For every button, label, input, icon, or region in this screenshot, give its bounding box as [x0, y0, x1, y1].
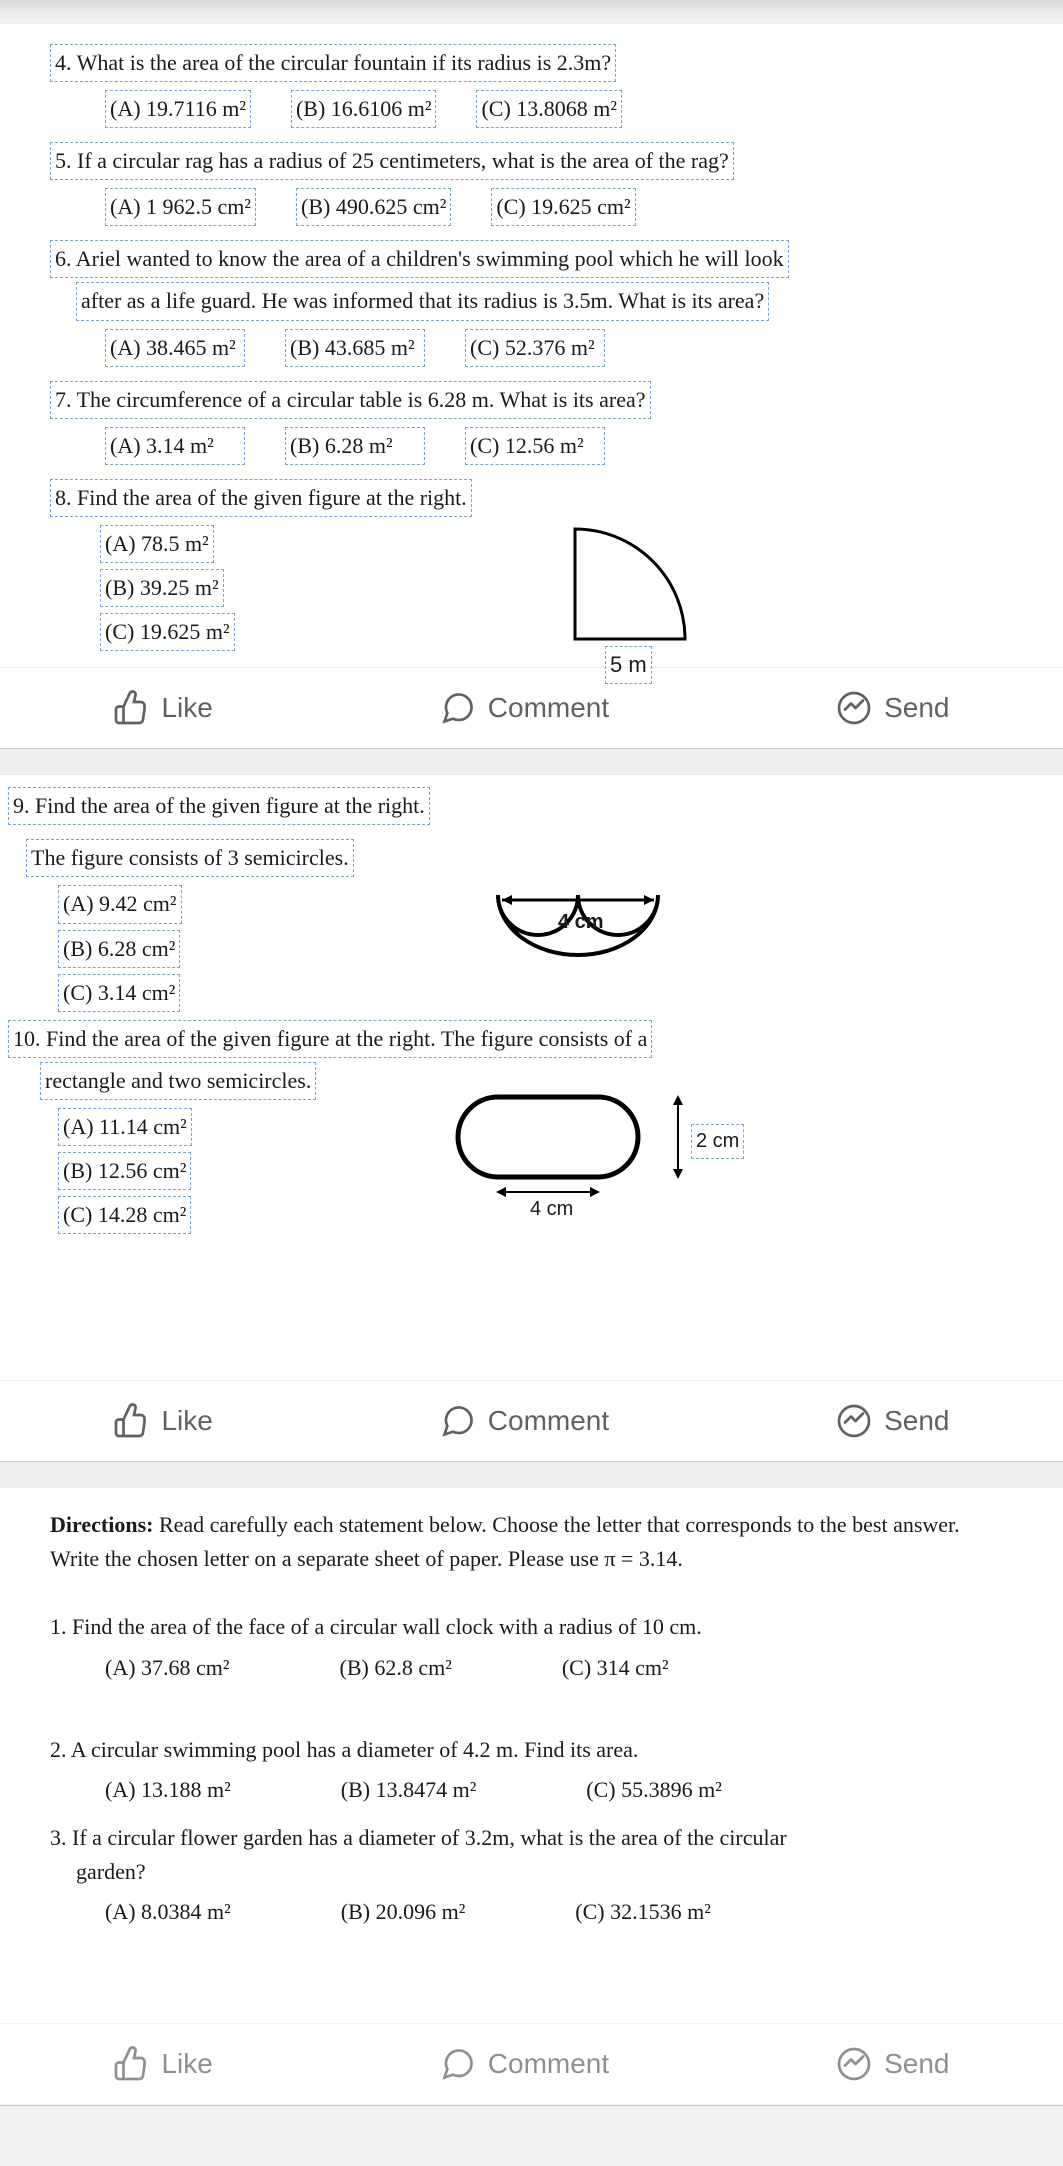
like-label: Like: [161, 2048, 212, 2080]
post-card-2: 9. Find the area of the given figure at …: [0, 775, 1063, 1462]
q10-figure-height-label: 2 cm: [691, 1124, 744, 1159]
q5-option-a[interactable]: (A) 1 962.5 cm²: [105, 188, 256, 226]
send-button[interactable]: Send: [836, 2046, 949, 2082]
question-4-text: 4. What is the area of the circular foun…: [50, 44, 616, 82]
send-icon: [836, 690, 872, 726]
like-icon: [113, 1403, 149, 1439]
like-button[interactable]: Like: [113, 690, 212, 726]
question-b1-text: 1. Find the area of the face of a circul…: [50, 1610, 1013, 1644]
like-label: Like: [161, 692, 212, 724]
q9-option-c[interactable]: (C) 3.14 cm²: [58, 974, 180, 1012]
comment-button[interactable]: Comment: [440, 1403, 609, 1439]
q6-option-c[interactable]: (C) 52.376 m²: [465, 329, 605, 367]
comment-icon: [440, 690, 476, 726]
qb1-option-b[interactable]: (B) 62.8 cm²: [340, 1651, 452, 1685]
question-b3-line2: garden?: [76, 1855, 1013, 1889]
q4-option-c[interactable]: (C) 13.8068 m²: [476, 90, 622, 128]
q9-option-b[interactable]: (B) 6.28 cm²: [58, 930, 180, 968]
q7-option-a[interactable]: (A) 3.14 m²: [105, 427, 245, 465]
q9-figure-label: 4 cm: [558, 907, 604, 938]
q10-figure-width-label: 4 cm: [530, 1194, 573, 1225]
question-8-text: 8. Find the area of the given figure at …: [50, 479, 472, 517]
question-6-line1: 6. Ariel wanted to know the area of a ch…: [50, 240, 789, 278]
send-label: Send: [884, 2048, 949, 2080]
send-button[interactable]: Send: [836, 690, 949, 726]
comment-button[interactable]: Comment: [440, 2046, 609, 2082]
qb3-option-c[interactable]: (C) 32.1536 m²: [575, 1895, 711, 1929]
action-bar-3: Like Comment Send: [0, 2023, 1063, 2105]
top-shadow-band: [0, 0, 1063, 24]
directions-text: Directions: Read carefully each statemen…: [50, 1508, 1013, 1576]
q5-option-c[interactable]: (C) 19.625 cm²: [491, 188, 635, 226]
q6-option-b[interactable]: (B) 43.685 m²: [285, 329, 425, 367]
comment-button[interactable]: Comment: [440, 690, 609, 726]
comment-label: Comment: [488, 692, 609, 724]
question-7-text: 7. The circumference of a circular table…: [50, 381, 651, 419]
q10-figure-stadium: 4 cm 2 cm: [408, 1082, 748, 1222]
q4-option-a[interactable]: (A) 19.7116 m²: [105, 90, 251, 128]
q10-option-a[interactable]: (A) 11.14 cm²: [58, 1108, 192, 1146]
send-label: Send: [884, 1405, 949, 1437]
q4-option-b[interactable]: (B) 16.6106 m²: [291, 90, 437, 128]
q8-figure-label: 5 m: [605, 646, 652, 684]
q7-option-b[interactable]: (B) 6.28 m²: [285, 427, 425, 465]
q9-figure-heart: 4 cm: [478, 845, 678, 1005]
send-icon: [836, 2046, 872, 2082]
q8-option-a[interactable]: (A) 78.5 m²: [100, 525, 214, 563]
comment-icon: [440, 2046, 476, 2082]
q8-option-c[interactable]: (C) 19.625 m²: [100, 613, 235, 651]
like-button[interactable]: Like: [113, 2046, 212, 2082]
qb2-option-b[interactable]: (B) 13.8474 m²: [341, 1773, 477, 1807]
question-5-text: 5. If a circular rag has a radius of 25 …: [50, 142, 734, 180]
post-card-1: 4. What is the area of the circular foun…: [0, 24, 1063, 749]
question-10-line2: rectangle and two semicircles.: [40, 1062, 316, 1100]
qb1-option-c[interactable]: (C) 314 cm²: [562, 1651, 669, 1685]
question-9-text: 9. Find the area of the given figure at …: [8, 787, 430, 825]
q9-option-a[interactable]: (A) 9.42 cm²: [58, 885, 182, 923]
comment-label: Comment: [488, 1405, 609, 1437]
qb3-option-a[interactable]: (A) 8.0384 m²: [105, 1895, 231, 1929]
question-6-line2: after as a life guard. He was informed t…: [76, 282, 769, 320]
qb2-option-a[interactable]: (A) 13.188 m²: [105, 1773, 231, 1807]
q8-option-b[interactable]: (B) 39.25 m²: [100, 569, 224, 607]
qb2-option-c[interactable]: (C) 55.3896 m²: [586, 1773, 722, 1807]
send-button[interactable]: Send: [836, 1403, 949, 1439]
q8-figure-quarter-circle: 5 m: [555, 519, 705, 679]
post-card-3: Directions: Read carefully each statemen…: [0, 1488, 1063, 2106]
q10-option-b[interactable]: (B) 12.56 cm²: [58, 1152, 191, 1190]
action-bar-2: Like Comment Send: [0, 1380, 1063, 1461]
question-10-line1: 10. Find the area of the given figure at…: [8, 1020, 652, 1058]
like-label: Like: [161, 1405, 212, 1437]
q5-option-b[interactable]: (B) 490.625 cm²: [296, 188, 451, 226]
send-icon: [836, 1403, 872, 1439]
action-bar-1: Like Comment Send: [0, 667, 1063, 748]
directions-rest: Read carefully each statement below. Cho…: [50, 1512, 960, 1571]
like-icon: [113, 2046, 149, 2082]
like-icon: [113, 690, 149, 726]
like-button[interactable]: Like: [113, 1403, 212, 1439]
comment-label: Comment: [488, 2048, 609, 2080]
q6-option-a[interactable]: (A) 38.465 m²: [105, 329, 245, 367]
directions-bold: Directions:: [50, 1512, 153, 1537]
comment-icon: [440, 1403, 476, 1439]
question-b3-line1: 3. If a circular flower garden has a dia…: [50, 1821, 1013, 1855]
q10-option-c[interactable]: (C) 14.28 cm²: [58, 1196, 191, 1234]
qb3-option-b[interactable]: (B) 20.096 m²: [341, 1895, 466, 1929]
send-label: Send: [884, 692, 949, 724]
question-b2-text: 2. A circular swimming pool has a diamet…: [50, 1733, 1013, 1767]
qb1-option-a[interactable]: (A) 37.68 cm²: [105, 1651, 230, 1685]
question-9-sub: The figure consists of 3 semicircles.: [26, 839, 354, 877]
q7-option-c[interactable]: (C) 12.56 m²: [465, 427, 605, 465]
